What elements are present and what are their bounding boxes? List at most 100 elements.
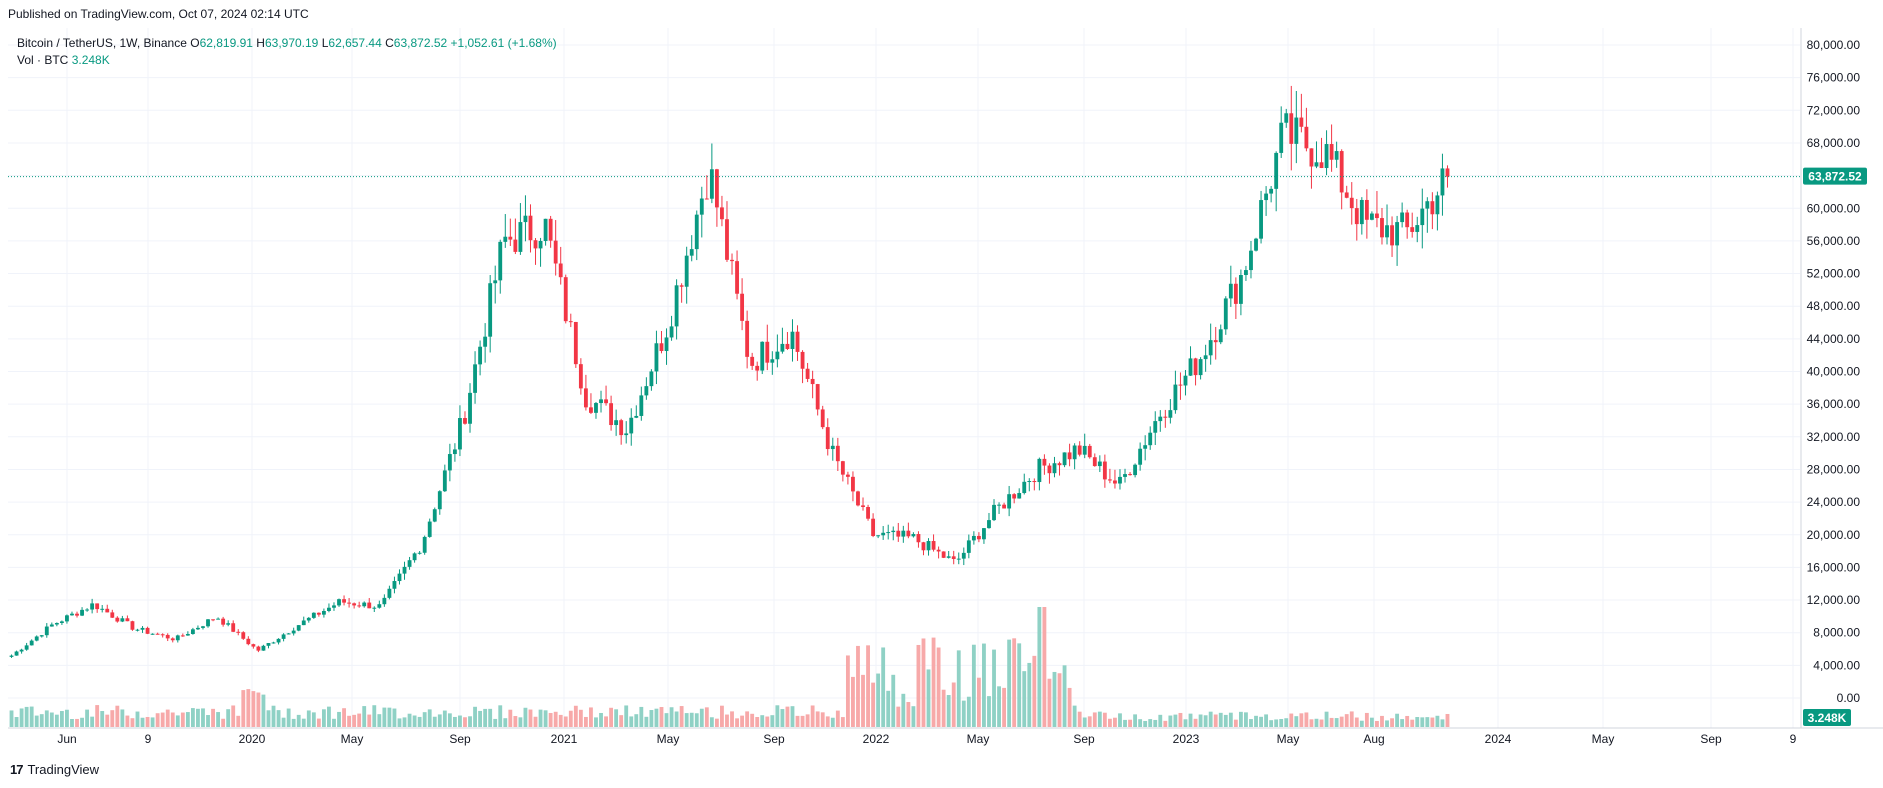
volume-bar xyxy=(412,715,417,727)
volume-bar xyxy=(649,710,654,727)
symbol-label[interactable]: Bitcoin / TetherUS, 1W, Binance xyxy=(17,36,187,50)
brand-text: TradingView xyxy=(27,762,100,777)
volume-bar xyxy=(211,708,215,727)
candle-body xyxy=(1148,432,1153,446)
price-tick-label: 80,000.00 xyxy=(1807,38,1861,52)
volume-bar xyxy=(619,715,624,727)
time-tick-label: 2021 xyxy=(551,732,578,746)
candle-body xyxy=(493,280,498,284)
candle-body xyxy=(1279,122,1284,153)
candle-body xyxy=(1188,358,1193,376)
candle-body xyxy=(180,635,185,637)
candle-body xyxy=(871,518,876,536)
volume-bar xyxy=(75,718,79,727)
volume-bar xyxy=(29,706,34,727)
volume-bar xyxy=(1072,705,1077,727)
candle-body xyxy=(926,541,931,551)
volume-bar xyxy=(352,714,357,727)
volume-bar xyxy=(770,715,775,727)
candle-body xyxy=(709,169,714,199)
volume-bar xyxy=(49,712,54,727)
volume-bar xyxy=(876,673,881,727)
time-tick-label: May xyxy=(1277,732,1300,746)
price-tick-label: 8,000.00 xyxy=(1813,626,1860,640)
candle-body xyxy=(1118,476,1122,484)
volume-bar xyxy=(659,707,664,727)
candle-body xyxy=(1123,474,1127,477)
candle-body xyxy=(609,403,614,426)
volume-bars xyxy=(9,607,1450,727)
candle-body xyxy=(206,619,210,627)
volume-bar xyxy=(286,708,291,727)
tradingview-brand[interactable]: 17 TradingView xyxy=(10,762,99,777)
volume-bar xyxy=(1334,718,1339,727)
candle-body xyxy=(1017,493,1022,499)
volume-bar xyxy=(916,644,921,727)
candle-body xyxy=(306,617,311,621)
candle-body xyxy=(170,638,175,641)
volume-bar xyxy=(1067,687,1072,727)
candle-body xyxy=(286,633,291,635)
volume-bar xyxy=(1128,719,1132,727)
open-label: O xyxy=(190,36,200,50)
candle-body xyxy=(639,395,644,416)
volume-bar xyxy=(1012,638,1017,727)
volume-bar xyxy=(730,711,734,727)
candle-body xyxy=(1002,504,1007,509)
price-tick-label: 52,000.00 xyxy=(1807,267,1861,281)
volume-bar xyxy=(110,710,115,727)
volume-bar xyxy=(1364,712,1369,727)
candle-body xyxy=(1032,481,1037,483)
candle-body xyxy=(327,607,331,611)
volume-bar xyxy=(609,707,614,727)
volume-bar xyxy=(694,713,699,727)
candle-body xyxy=(583,388,588,408)
volume-bar xyxy=(180,712,185,727)
candle-body xyxy=(1334,151,1339,160)
candle-body xyxy=(447,454,452,471)
candle-body xyxy=(1299,117,1304,127)
candle-body xyxy=(911,534,916,537)
candle-body xyxy=(321,610,326,615)
candle-body xyxy=(820,409,825,428)
candle-body xyxy=(1369,213,1374,220)
volume-bar xyxy=(442,710,447,727)
candle-body xyxy=(311,612,316,618)
candle-body xyxy=(770,359,775,363)
volume-bar xyxy=(755,717,760,727)
high-value: 63,970.19 xyxy=(264,36,319,50)
candle-body xyxy=(1410,227,1415,232)
volume-bar xyxy=(130,718,135,727)
volume-bar xyxy=(1193,718,1198,727)
candle-body xyxy=(750,356,755,366)
candle-body xyxy=(1168,410,1173,418)
volume-bar xyxy=(44,710,49,727)
candle-body xyxy=(95,603,100,610)
volume-legend-label[interactable]: Vol · BTC xyxy=(17,53,69,67)
volume-bar xyxy=(281,717,286,727)
volume-bar xyxy=(1289,713,1294,727)
volume-bar xyxy=(221,718,226,727)
candle-body xyxy=(558,263,563,278)
volume-bar xyxy=(1173,714,1178,727)
volume-bar xyxy=(1430,717,1435,727)
volume-bar xyxy=(936,647,941,727)
volume-bar xyxy=(851,676,855,727)
candle-body xyxy=(1092,457,1097,467)
volume-bar xyxy=(34,715,39,727)
volume-bar xyxy=(175,715,180,727)
candle-body xyxy=(1208,340,1213,356)
volume-bar xyxy=(1168,715,1173,727)
volume-bar xyxy=(1027,662,1032,727)
volume-bar xyxy=(735,718,739,727)
candle-body xyxy=(65,615,69,622)
volume-bar xyxy=(14,717,19,727)
volume-bar xyxy=(810,705,815,727)
candle-body xyxy=(19,649,24,652)
volume-bar xyxy=(800,715,805,727)
volume-bar xyxy=(714,718,719,727)
candle-body xyxy=(835,445,840,462)
volume-bar xyxy=(321,709,326,727)
volume-bar xyxy=(886,690,891,727)
